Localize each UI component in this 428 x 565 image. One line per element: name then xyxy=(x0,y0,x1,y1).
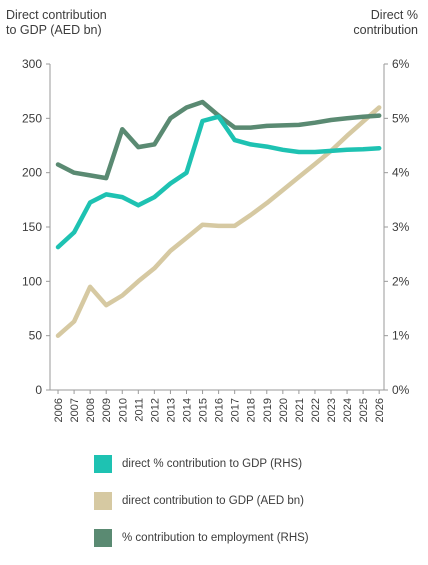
left-tick-label: 50 xyxy=(29,329,43,343)
x-tick-label: 2023 xyxy=(326,398,338,422)
x-tick-label: 2007 xyxy=(69,398,81,422)
x-tick-label: 2026 xyxy=(374,398,386,422)
series-line xyxy=(55,99,382,181)
chart: Direct contribution to GDP (AED bn) Dire… xyxy=(6,8,418,547)
legend-item: direct contribution to GDP (AED bn) xyxy=(94,491,394,511)
series-line xyxy=(55,105,382,338)
x-tick-label: 2018 xyxy=(246,398,258,422)
left-tick-label: 150 xyxy=(22,220,42,234)
legend: direct % contribution to GDP (RHS) direc… xyxy=(94,454,394,565)
x-tick-label: 2013 xyxy=(165,398,177,422)
plot-area: 0 50 100 150 200 250 300 0% 1% 2% 3% 4% 5% 6% 2006 2007… xyxy=(22,57,410,422)
legend-item: direct % contribution to GDP (RHS) xyxy=(94,454,394,474)
x-tick-label: 2006 xyxy=(53,398,65,422)
left-tick-label: 300 xyxy=(22,57,42,71)
left-tick-label: 100 xyxy=(22,274,42,288)
x-tick-label: 2024 xyxy=(342,398,354,422)
right-tick-label: 5% xyxy=(392,111,410,125)
right-axis-label: Direct % contribution xyxy=(353,8,418,38)
right-tick-label: 2% xyxy=(392,274,410,288)
right-tick-label: 0% xyxy=(392,383,410,397)
left-tick-label: 250 xyxy=(22,111,42,125)
x-tick-label: 2025 xyxy=(358,398,370,422)
x-tick-label: 2020 xyxy=(278,398,290,422)
legend-label: % contribution to employment (RHS) xyxy=(122,532,309,544)
x-tick-label: 2012 xyxy=(149,398,161,422)
legend-label: direct contribution to GDP (AED bn) xyxy=(122,495,304,507)
right-axis-label-line-1: Direct % xyxy=(370,8,418,22)
x-tick-label: 2019 xyxy=(262,398,274,422)
left-axis-label: Direct contribution to GDP (AED bn) xyxy=(6,8,107,38)
x-tick-label: 2014 xyxy=(181,398,193,422)
right-tick-label: 3% xyxy=(392,220,410,234)
left-tick-label: 0 xyxy=(35,383,42,397)
x-tick-label: 2022 xyxy=(310,398,322,422)
left-axis-label-line-1: Direct contribution xyxy=(6,8,107,22)
legend-item: % contribution to employment (RHS) xyxy=(94,528,394,548)
legend-label: direct % contribution to GDP (RHS) xyxy=(122,458,303,470)
right-tick-label: 1% xyxy=(392,329,410,343)
x-tick-label: 2017 xyxy=(230,398,242,422)
right-axis-label-line-2: contribution xyxy=(353,23,418,37)
x-tick-label: 2015 xyxy=(198,398,210,422)
x-tick-label: 2009 xyxy=(101,398,113,422)
x-tick-label: 2010 xyxy=(117,398,129,422)
x-tick-label: 2016 xyxy=(214,398,226,422)
legend-swatch xyxy=(94,529,112,547)
left-axis-label-line-2: to GDP (AED bn) xyxy=(6,23,102,37)
x-tick-label: 2008 xyxy=(85,398,97,422)
left-tick-label: 200 xyxy=(22,166,42,180)
legend-swatch xyxy=(94,455,112,473)
x-tick-label: 2021 xyxy=(294,398,306,422)
x-tick-label: 2011 xyxy=(133,398,145,422)
series-line xyxy=(55,114,382,250)
right-tick-label: 4% xyxy=(392,166,410,180)
legend-swatch xyxy=(94,492,112,510)
right-tick-label: 6% xyxy=(392,57,410,71)
